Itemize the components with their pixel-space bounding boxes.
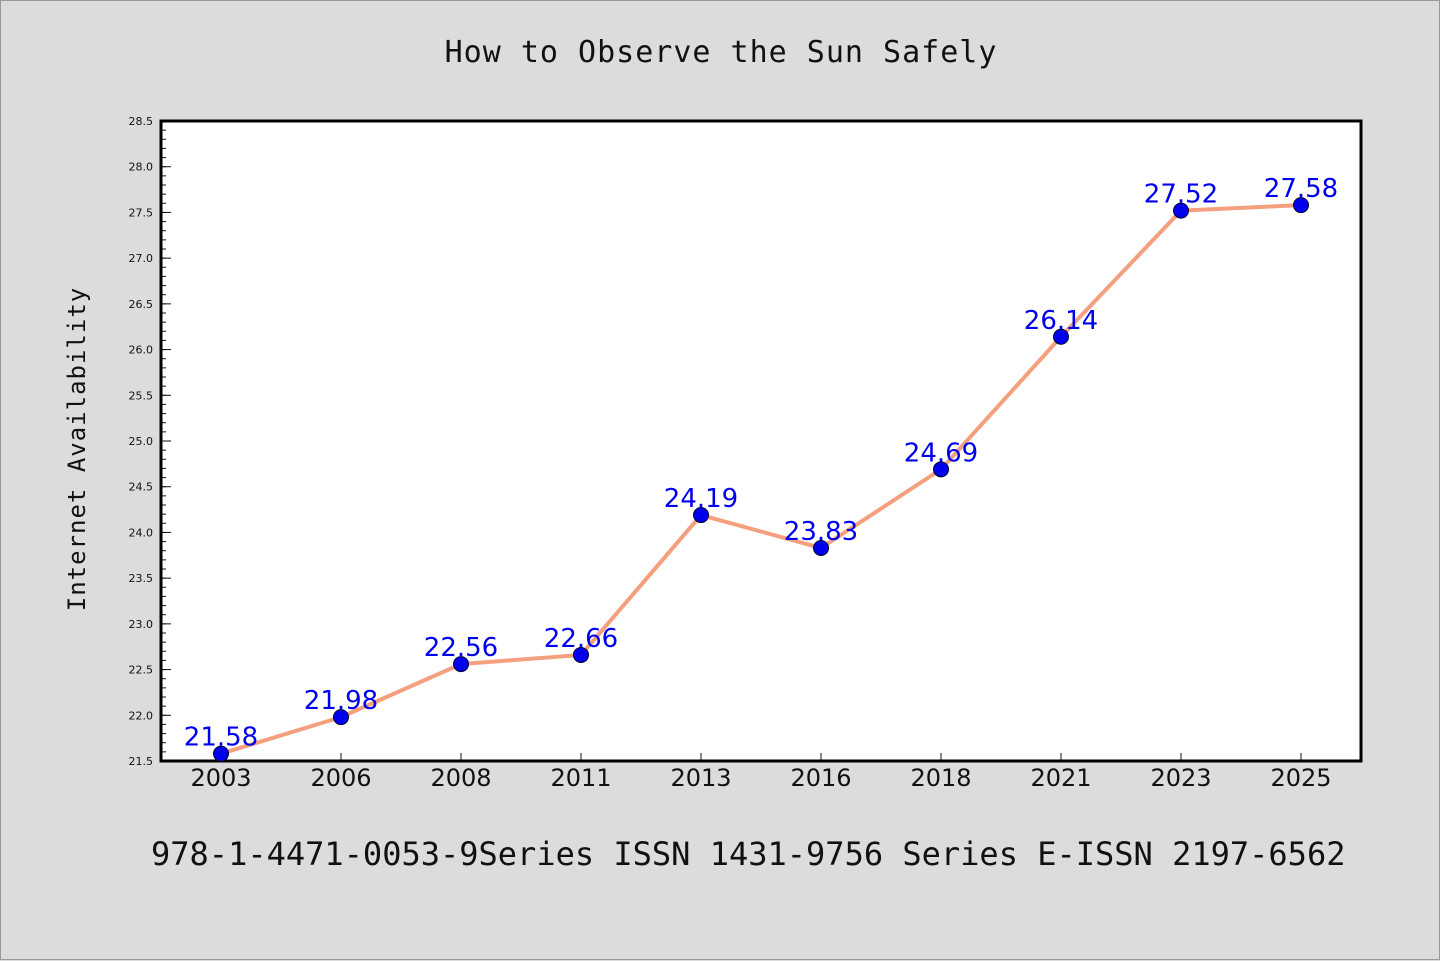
data-point bbox=[1173, 202, 1189, 219]
y-tick-label: 27.5 bbox=[129, 206, 154, 219]
x-tick-label: 2023 bbox=[1150, 764, 1211, 792]
x-tick-label: 2008 bbox=[430, 764, 491, 792]
plot-border bbox=[159, 119, 1363, 763]
data-label: 23.83 bbox=[784, 517, 858, 547]
x-tick-label: 2003 bbox=[190, 764, 251, 792]
y-tick-label: 23.0 bbox=[129, 618, 154, 631]
data-point bbox=[213, 745, 229, 762]
y-tick-label: 22.5 bbox=[129, 664, 154, 677]
data-point bbox=[1293, 197, 1309, 214]
x-tick-label: 2021 bbox=[1030, 764, 1091, 792]
data-point bbox=[933, 461, 949, 478]
x-tick-label: 2025 bbox=[1270, 764, 1331, 792]
data-point bbox=[1053, 328, 1069, 345]
data-point bbox=[453, 656, 469, 673]
y-tick-label: 27.0 bbox=[129, 252, 154, 265]
data-label: 27.52 bbox=[1144, 180, 1218, 210]
data-label: 22.56 bbox=[424, 633, 498, 663]
y-tick-label: 26.0 bbox=[129, 344, 154, 357]
x-tick-label: 2016 bbox=[790, 764, 851, 792]
data-label: 21.58 bbox=[184, 723, 258, 753]
data-label: 24.19 bbox=[664, 484, 738, 514]
y-tick-label: 24.0 bbox=[129, 526, 154, 539]
x-tick-label: 2006 bbox=[310, 764, 371, 792]
x-tick-label: 2018 bbox=[910, 764, 971, 792]
data-label: 27.58 bbox=[1264, 174, 1338, 204]
data-point bbox=[333, 709, 349, 726]
data-label: 22.66 bbox=[544, 624, 618, 654]
footer-note: 978-1-4471-0053-9Series ISSN 1431-9756 S… bbox=[151, 835, 1346, 873]
data-point bbox=[813, 539, 829, 556]
y-tick-label: 28.5 bbox=[129, 115, 154, 128]
data-point bbox=[693, 507, 709, 524]
y-tick-label: 26.5 bbox=[129, 298, 154, 311]
data-label: 26.14 bbox=[1024, 306, 1098, 336]
x-tick-label: 2011 bbox=[550, 764, 611, 792]
data-label: 24.69 bbox=[904, 438, 978, 468]
plot-area bbox=[161, 121, 1361, 761]
data-point bbox=[573, 646, 589, 663]
chart-title: How to Observe the Sun Safely bbox=[444, 35, 998, 70]
series-line bbox=[219, 203, 1303, 756]
y-tick-label: 22.0 bbox=[129, 709, 154, 722]
y-tick-label: 25.5 bbox=[129, 389, 154, 402]
y-axis-label: Internet Availability bbox=[63, 287, 91, 611]
y-tick-label: 21.5 bbox=[129, 755, 154, 768]
x-tick-label: 2013 bbox=[670, 764, 731, 792]
y-tick-label: 25.0 bbox=[129, 435, 154, 448]
y-tick-label: 23.5 bbox=[129, 572, 154, 585]
data-label: 21.98 bbox=[304, 686, 378, 716]
y-tick-label: 24.5 bbox=[129, 481, 154, 494]
y-tick-label: 28.0 bbox=[129, 161, 154, 174]
